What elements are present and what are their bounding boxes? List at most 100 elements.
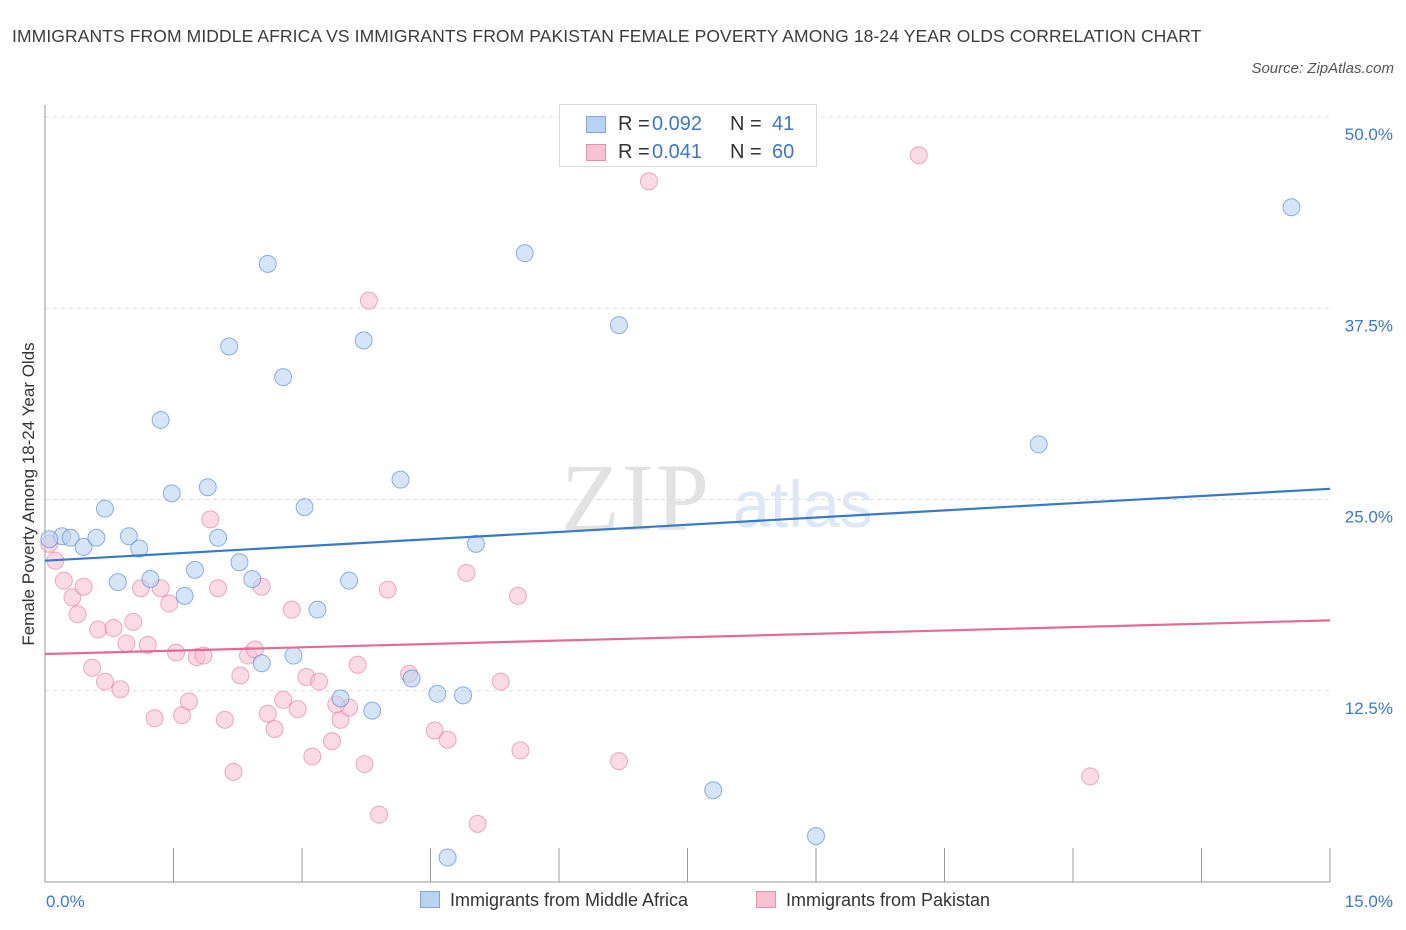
source-label: Source: ZipAtlas.com (1251, 60, 1394, 77)
middle-africa-point (428, 684, 447, 703)
legend-swatch-pink (586, 144, 606, 161)
legend-n-value: 41 (772, 113, 795, 135)
y-tick-label: 12.5% (1345, 699, 1393, 718)
tick-labels: 12.5% 25.0% 37.5% 50.0% 0.0% 15.0% (46, 125, 1393, 911)
legend-n-value: 60 (772, 141, 795, 163)
pakistan-point (425, 721, 444, 740)
axes (44, 105, 1331, 883)
middle-africa-point (209, 528, 228, 547)
pakistan-point (1081, 767, 1100, 786)
pakistan-point (288, 700, 307, 719)
middle-africa-point (252, 654, 271, 673)
pakistan-point (89, 620, 108, 639)
middle-africa-point (807, 827, 825, 846)
middle-africa-point (704, 781, 723, 800)
pakistan-point (145, 709, 164, 728)
middle-africa-point (354, 331, 373, 350)
pakistan-point (511, 741, 530, 760)
pakistan-point (348, 655, 367, 674)
middle-africa-point (1282, 198, 1301, 217)
middle-africa-point (438, 848, 457, 867)
middle-africa-point (466, 534, 485, 553)
pakistan-point (83, 658, 102, 677)
pakistan-point (95, 672, 114, 691)
middle-africa-point (230, 553, 249, 572)
middle-africa-point (87, 528, 106, 547)
middle-africa-point (340, 571, 359, 590)
series-middle-africa (40, 198, 1301, 867)
middle-africa-point (119, 527, 138, 546)
pakistan-point (201, 510, 220, 529)
legend-n-label: N = (730, 141, 762, 163)
middle-africa-point (108, 573, 127, 592)
middle-africa-point (74, 537, 93, 556)
trend-line-pakistan (44, 619, 1331, 656)
pakistan-point (258, 704, 277, 723)
middle-africa-point (258, 254, 277, 273)
legend-r-label: R = (618, 113, 650, 135)
pakistan-point (508, 586, 527, 605)
legend-swatch-blue (586, 116, 606, 133)
pakistan-point (639, 172, 658, 191)
pakistan-point (310, 672, 329, 691)
middle-africa-point (402, 669, 421, 688)
middle-africa-point (363, 701, 382, 720)
gridlines (45, 116, 1330, 692)
watermark-atlas: atlas (733, 467, 872, 541)
middle-africa-point (515, 244, 534, 263)
bottom-legend-label: Immigrants from Pakistan (786, 890, 991, 910)
bottom-legend-swatch-pink (756, 891, 776, 908)
pakistan-point (359, 291, 378, 310)
legend-r-value: 0.041 (652, 141, 703, 163)
pakistan-point (265, 720, 284, 738)
middle-africa-point (1029, 435, 1048, 454)
pakistan-point (194, 646, 213, 665)
pakistan-point (54, 571, 73, 590)
middle-africa-point (198, 478, 217, 497)
chart-title: IMMIGRANTS FROM MIDDLE AFRICA VS IMMIGRA… (12, 26, 1202, 46)
pakistan-point (104, 619, 123, 638)
middle-africa-point (391, 470, 410, 489)
middle-africa-point (274, 368, 293, 387)
pakistan-point (215, 710, 234, 729)
pakistan-point (274, 690, 293, 709)
pakistan-point (209, 579, 228, 598)
pakistan-point (355, 755, 374, 774)
bottom-legend-pakistan: Immigrants from Pakistan (756, 890, 990, 911)
pakistan-point (117, 634, 136, 653)
middle-africa-point (243, 570, 262, 589)
middle-africa-point (162, 484, 181, 503)
pakistan-point (138, 635, 157, 654)
pakistan-point (167, 643, 186, 662)
pakistan-point (224, 762, 243, 781)
middle-africa-point (609, 316, 628, 335)
bottom-legend-label: Immigrants from Middle Africa (450, 890, 689, 910)
watermark-zip: ZIP (561, 444, 711, 551)
middle-africa-point (61, 528, 80, 547)
middle-africa-point (185, 560, 204, 579)
pakistan-point (63, 588, 82, 607)
pakistan-point (160, 594, 179, 613)
trend-line-middle-africa (44, 487, 1331, 562)
pakistan-point (179, 692, 198, 711)
pakistan-point (491, 672, 510, 691)
middle-africa-point (454, 686, 473, 705)
middle-africa-point (308, 600, 327, 619)
legend-r-label: R = (618, 141, 650, 163)
pakistan-point (303, 747, 322, 766)
x-tick-label: 15.0% (1345, 892, 1393, 911)
y-axis-label: Female Poverty Among 18-24 Year Olds (19, 342, 38, 645)
pakistan-point (457, 563, 476, 582)
middle-africa-point (331, 689, 350, 708)
pakistan-point (909, 146, 928, 165)
legend-r-value: 0.092 (652, 113, 703, 135)
pakistan-point (124, 612, 143, 631)
legend-n-label: N = (730, 113, 762, 135)
middle-africa-point (175, 586, 194, 605)
middle-africa-point (141, 570, 160, 589)
pakistan-point (438, 730, 457, 749)
middle-africa-point (284, 646, 303, 665)
middle-africa-point (220, 337, 239, 356)
middle-africa-point (295, 498, 314, 517)
